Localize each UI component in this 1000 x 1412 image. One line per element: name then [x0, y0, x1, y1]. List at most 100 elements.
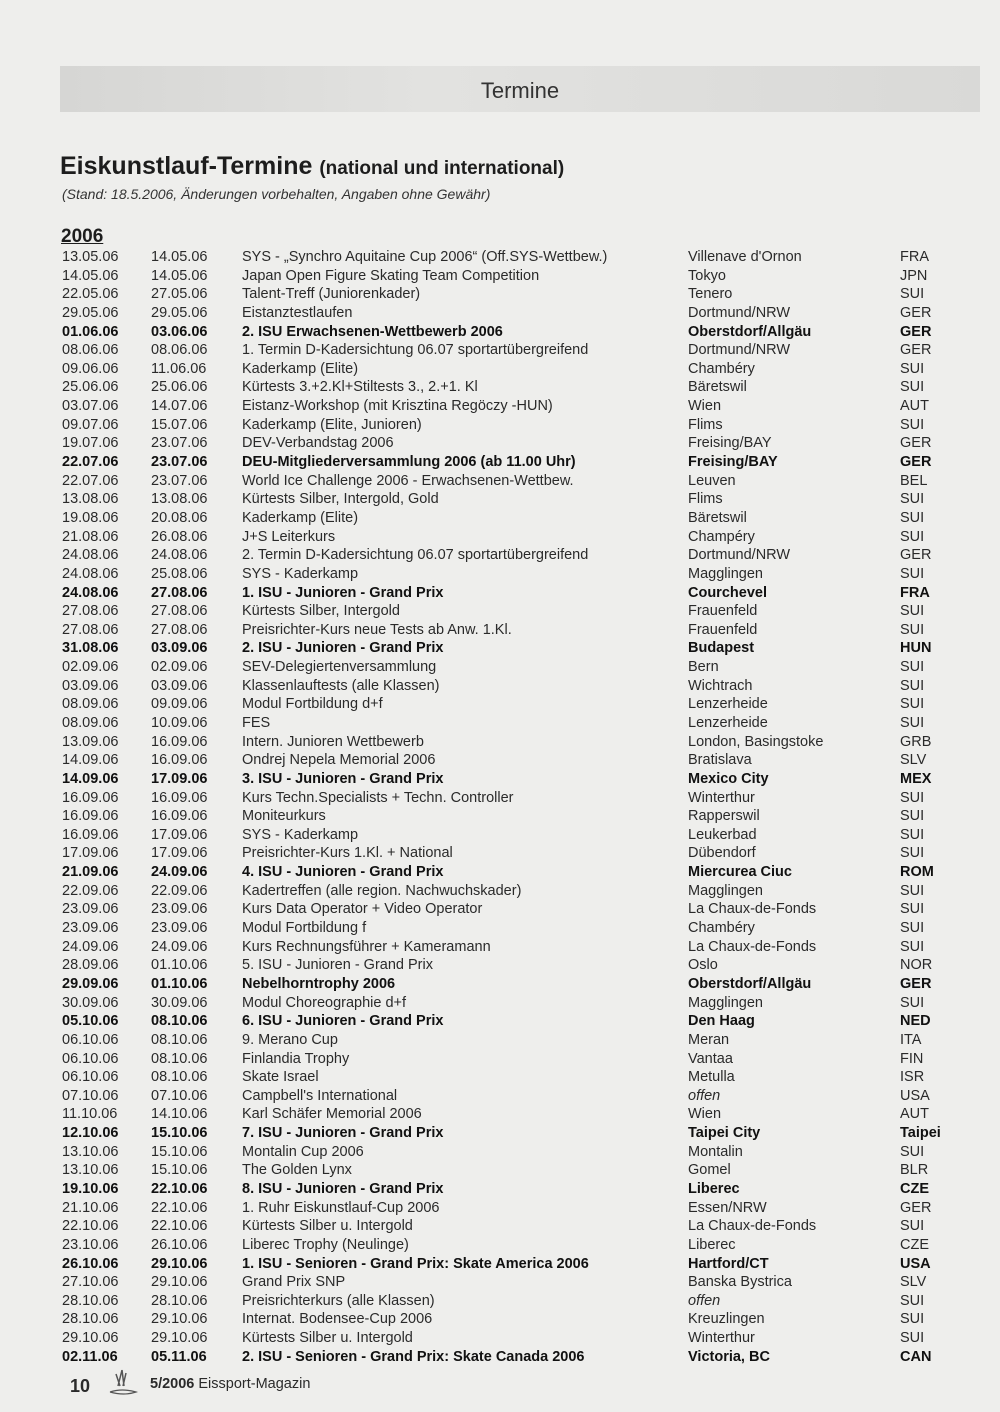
- table-row: 21.08.06 26.08.06 J+S Leiterkurs Champéry SU…: [0, 529, 1000, 548]
- table-row: 29.09.06 01.10.06 Nebelhorntrophy 2006 Ober…: [0, 976, 1000, 995]
- date-from: 08.09.06: [62, 715, 119, 731]
- event-country: SUI: [900, 677, 925, 694]
- event-name: Kürtests 3.+2.Kl+Stiltests 3., 2.+1. Kl: [242, 379, 478, 396]
- date-to: 03.09.06: [151, 640, 208, 657]
- date-from: 28.09.06: [62, 957, 119, 974]
- date-from: 13.10.06: [62, 1162, 119, 1179]
- table-row: 28.09.06 01.10.06 5. ISU - Junioren - Gran…: [0, 957, 1000, 976]
- date-from: 26.10.06: [62, 1255, 119, 1272]
- page-title-sub: (national und international): [319, 158, 565, 179]
- table-row: 14.09.06 16.09.06 Ondrej Nepela Memorial 2…: [0, 752, 1000, 771]
- section-title: Termine: [480, 78, 560, 103]
- date-from: 13.10.06: [62, 1143, 119, 1160]
- date-to: 22.10.06: [151, 1218, 208, 1235]
- event-country: SUI: [900, 528, 925, 545]
- event-country: SUI: [900, 286, 925, 303]
- date-to: 26.08.06: [151, 528, 208, 545]
- event-name: 4. ISU - Junioren - Grand Prix: [242, 864, 444, 881]
- event-place: Winterthur: [688, 789, 755, 806]
- date-to: 08.10.06: [151, 1050, 208, 1067]
- magazine-name: Eissport-Magazin: [198, 1376, 311, 1392]
- table-row: 25.06.06 25.06.06 Kürtests 3.+2.Kl+Stiltes…: [0, 379, 1000, 398]
- table-row: 23.10.06 26.10.06 Liberec Trophy (Neulinge…: [0, 1237, 1000, 1256]
- table-row: 14.09.06 17.09.06 3. ISU - Junioren - Gran…: [0, 771, 1000, 790]
- date-to: 14.05.06: [151, 249, 208, 265]
- event-name: 6. ISU - Junioren - Grand Prix: [242, 1013, 444, 1030]
- date-from: 25.06.06: [62, 379, 119, 396]
- event-place: offen: [688, 1087, 721, 1104]
- event-name: Finlandia Trophy: [242, 1050, 350, 1067]
- date-to: 22.09.06: [151, 882, 208, 899]
- event-country: NED: [900, 1013, 931, 1030]
- event-name: Kaderkamp (Elite): [242, 509, 359, 526]
- table-row: 16.09.06 17.09.06 SYS - Kaderkamp Leukerbad…: [0, 827, 1000, 846]
- event-place: Meran: [688, 1031, 730, 1048]
- event-place: Flims: [688, 416, 723, 433]
- date-from: 24.08.06: [62, 565, 119, 582]
- event-place: Frauenfeld: [688, 603, 758, 620]
- table-row: 23.09.06 23.09.06 Kurs Data Operator + Vid…: [0, 901, 1000, 920]
- event-country: GER: [900, 304, 932, 321]
- event-place: Dortmund/NRW: [688, 547, 791, 564]
- table-row: 27.08.06 27.08.06 Kürtests Silber, Intergo…: [0, 603, 1000, 622]
- event-name: FES: [242, 715, 271, 731]
- date-to: 08.10.06: [151, 1013, 208, 1030]
- date-to: 08.10.06: [151, 1069, 208, 1086]
- date-to: 23.09.06: [151, 901, 208, 918]
- event-country: HUN: [900, 640, 932, 657]
- event-country: SUI: [900, 509, 925, 526]
- event-place: Bäretswil: [688, 379, 747, 396]
- event-place: La Chaux-de-Fonds: [688, 938, 817, 955]
- event-name: 2. ISU Erwachsenen-Wettbewerb 2006: [242, 323, 503, 340]
- date-from: 22.07.06: [62, 454, 119, 471]
- event-name: Klassenlauftests (alle Klassen): [242, 677, 440, 694]
- table-row: 24.08.06 25.08.06 SYS - Kaderkamp Magglinge…: [0, 566, 1000, 585]
- event-place: Dortmund/NRW: [688, 342, 791, 359]
- event-country: SUI: [900, 1143, 925, 1160]
- table-row: 27.10.06 29.10.06 Grand Prix SNP Banska Bys…: [0, 1274, 1000, 1293]
- event-country: SUI: [900, 621, 925, 638]
- event-country: SUI: [900, 491, 925, 508]
- event-place: Dübendorf: [688, 845, 756, 862]
- event-place: Bern: [688, 659, 719, 676]
- event-name: Moniteurkurs: [242, 808, 326, 825]
- date-to: 01.10.06: [151, 957, 208, 974]
- event-country: ISR: [900, 1069, 925, 1086]
- table-row: 03.09.06 03.09.06 Klassenlauftests (alle K…: [0, 678, 1000, 697]
- date-to: 29.10.06: [151, 1274, 208, 1291]
- event-place: Villenave d'Ornon: [688, 249, 802, 265]
- event-place: Oberstdorf/Allgäu: [688, 975, 812, 992]
- event-name: Internat. Bodensee-Cup 2006: [242, 1311, 433, 1328]
- event-country: GER: [900, 323, 932, 340]
- date-to: 03.09.06: [151, 677, 208, 694]
- table-row: 09.06.06 11.06.06 Kaderkamp (Elite) Chambér…: [0, 361, 1000, 380]
- event-name: Kaderkamp (Elite): [242, 360, 359, 377]
- date-from: 09.07.06: [62, 416, 119, 433]
- table-row: 16.09.06 16.09.06 Moniteurkurs Rapperswil SU…: [0, 808, 1000, 827]
- event-country: SUI: [900, 882, 925, 899]
- date-from: 24.09.06: [62, 938, 119, 955]
- table-row: 03.07.06 14.07.06 Eistanz-Workshop (mit Kr…: [0, 398, 1000, 417]
- event-name: J+S Leiterkurs: [242, 528, 336, 545]
- date-to: 14.10.06: [151, 1106, 208, 1123]
- event-name: Japan Open Figure Skating Team Competiti…: [242, 267, 540, 284]
- event-country: GRB: [900, 733, 932, 750]
- event-place: Gomel: [688, 1162, 731, 1179]
- date-from: 19.10.06: [62, 1181, 119, 1197]
- event-country: SLV: [900, 752, 927, 769]
- table-row: 29.05.06 29.05.06 Eistanztestlaufen Dortmun…: [0, 305, 1000, 324]
- event-country: SUI: [900, 901, 925, 918]
- table-row: 11.10.06 14.10.06 Karl Schäfer Memorial 20…: [0, 1106, 1000, 1125]
- event-country: USA: [900, 1087, 930, 1104]
- date-from: 29.09.06: [62, 975, 119, 992]
- date-from: 27.08.06: [62, 603, 119, 620]
- event-name: Eistanztestlaufen: [242, 304, 353, 321]
- date-to: 29.10.06: [151, 1330, 208, 1347]
- date-from: 19.08.06: [62, 509, 119, 526]
- date-to: 16.09.06: [151, 789, 208, 806]
- event-country: SUI: [900, 603, 925, 620]
- event-name: Kurs Rechnungsführer + Kameramann: [242, 938, 491, 955]
- date-from: 27.08.06: [62, 621, 119, 638]
- event-place: Kreuzlingen: [688, 1311, 765, 1328]
- event-place: La Chaux-de-Fonds: [688, 901, 817, 918]
